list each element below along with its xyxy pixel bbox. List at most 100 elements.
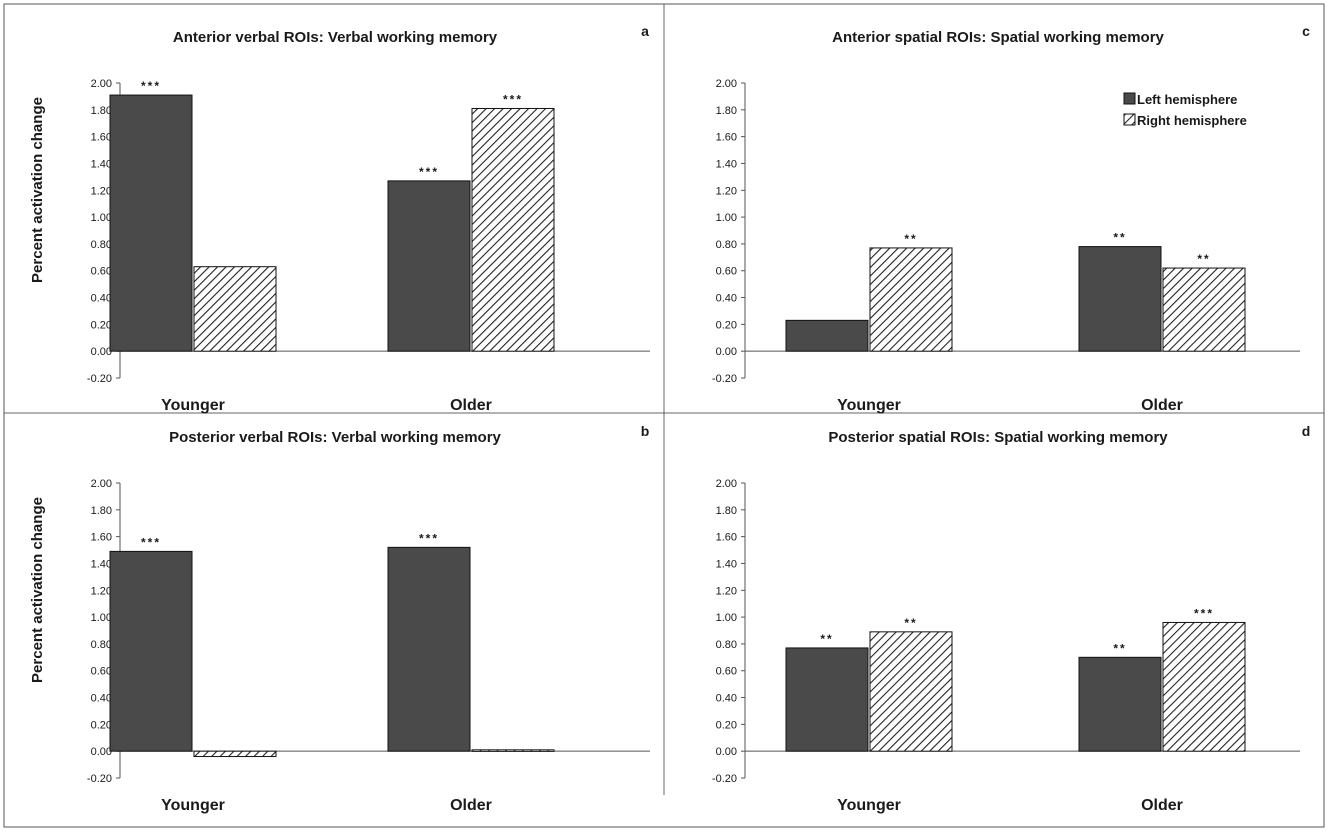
panel-letter: d xyxy=(1302,423,1311,439)
chart-panel-b: Posterior verbal ROIs: Verbal working me… xyxy=(29,423,650,814)
significance-marker: *** xyxy=(419,531,439,545)
y-tick-label: 1.60 xyxy=(716,532,737,544)
bar-left-hemisphere xyxy=(109,94,193,352)
y-tick-label: -0.20 xyxy=(712,773,737,785)
bar-right-hemisphere xyxy=(471,749,555,752)
significance-marker: ** xyxy=(1113,641,1126,655)
bar-left-hemisphere xyxy=(785,319,869,352)
chart-title: Anterior spatial ROIs: Spatial working m… xyxy=(832,29,1164,46)
category-label: Younger xyxy=(161,797,225,814)
bar-right-hemisphere xyxy=(869,247,953,352)
significance-marker: ** xyxy=(820,632,833,646)
y-tick-label: 0.60 xyxy=(716,266,737,278)
panel-letter: b xyxy=(641,423,650,439)
bar-right-hemisphere xyxy=(193,266,277,352)
bar-right-hemisphere xyxy=(1162,621,1246,752)
bar-right-hemisphere xyxy=(1162,267,1246,352)
y-axis-label: Percent activation change xyxy=(29,97,46,283)
y-tick-label: 1.40 xyxy=(716,558,737,570)
y-tick-label: 2.00 xyxy=(716,478,737,490)
chart-panel-a: Anterior verbal ROIs: Verbal working mem… xyxy=(29,23,650,414)
y-tick-label: 1.60 xyxy=(91,132,112,144)
category-label: Younger xyxy=(837,397,901,414)
y-tick-label: 2.00 xyxy=(91,478,112,490)
y-tick-label: 0.20 xyxy=(91,719,112,731)
significance-marker: ** xyxy=(1113,231,1126,245)
panels-group: Anterior verbal ROIs: Verbal working mem… xyxy=(29,23,1310,814)
category-label: Older xyxy=(450,797,492,814)
legend-box xyxy=(1118,87,1308,133)
category-label: Older xyxy=(1141,797,1183,814)
y-tick-label: 1.20 xyxy=(716,585,737,597)
bar-right-hemisphere xyxy=(869,631,953,752)
y-tick-label: 1.40 xyxy=(716,158,737,170)
y-tick-label: 0.60 xyxy=(716,666,737,678)
y-tick-label: 0.40 xyxy=(716,293,737,305)
y-tick-label: 1.40 xyxy=(91,558,112,570)
chart-title: Posterior verbal ROIs: Verbal working me… xyxy=(169,429,501,446)
y-tick-label: 1.80 xyxy=(91,105,112,117)
bar-left-hemisphere xyxy=(1078,246,1162,352)
chart-title: Anterior verbal ROIs: Verbal working mem… xyxy=(173,29,498,46)
legend-label-left: Left hemisphere xyxy=(1137,92,1237,107)
significance-marker: ** xyxy=(904,616,917,630)
y-tick-label: 0.00 xyxy=(91,746,112,758)
bar-left-hemisphere xyxy=(387,546,471,752)
y-tick-label: 0.80 xyxy=(716,639,737,651)
y-tick-label: 0.20 xyxy=(91,319,112,331)
bar-right-hemisphere xyxy=(193,750,277,758)
y-tick-label: 2.00 xyxy=(716,78,737,90)
bar-left-hemisphere xyxy=(109,550,193,752)
y-tick-label: 1.40 xyxy=(91,158,112,170)
y-tick-label: 1.20 xyxy=(91,585,112,597)
y-tick-label: 0.20 xyxy=(716,319,737,331)
y-tick-label: 1.00 xyxy=(91,212,112,224)
category-label: Older xyxy=(450,397,492,414)
y-tick-label: 0.40 xyxy=(716,693,737,705)
y-tick-label: 1.80 xyxy=(91,505,112,517)
y-tick-label: 0.80 xyxy=(91,239,112,251)
y-tick-label: 1.00 xyxy=(716,212,737,224)
chart-title: Posterior spatial ROIs: Spatial working … xyxy=(828,429,1168,446)
significance-marker: *** xyxy=(1194,606,1214,620)
y-tick-label: 1.00 xyxy=(91,612,112,624)
bar-left-hemisphere xyxy=(387,180,471,352)
y-tick-label: 0.80 xyxy=(91,639,112,651)
y-tick-label: 0.40 xyxy=(91,693,112,705)
panel-letter: c xyxy=(1302,23,1310,39)
y-tick-label: 0.40 xyxy=(91,293,112,305)
y-tick-label: 0.00 xyxy=(716,746,737,758)
y-tick-label: 2.00 xyxy=(91,78,112,90)
significance-marker: *** xyxy=(419,165,439,179)
y-tick-label: 0.80 xyxy=(716,239,737,251)
category-label: Younger xyxy=(837,797,901,814)
chart-panel-c: Anterior spatial ROIs: Spatial working m… xyxy=(712,23,1310,414)
chart-panel-d: Posterior spatial ROIs: Spatial working … xyxy=(712,423,1310,814)
y-tick-label: 1.00 xyxy=(716,612,737,624)
y-tick-label: 0.00 xyxy=(716,346,737,358)
y-tick-label: 0.00 xyxy=(91,346,112,358)
bar-left-hemisphere xyxy=(1078,656,1162,752)
bar-left-hemisphere xyxy=(785,647,869,752)
y-tick-label: 1.80 xyxy=(716,105,737,117)
category-label: Younger xyxy=(161,397,225,414)
significance-marker: *** xyxy=(141,79,161,93)
y-tick-label: 1.60 xyxy=(91,532,112,544)
chart-legend: Left hemisphere Right hemisphere xyxy=(1118,87,1308,133)
significance-marker: *** xyxy=(503,92,523,106)
legend-swatch-left xyxy=(1123,92,1136,105)
y-axis-label: Percent activation change xyxy=(29,497,46,683)
significance-marker: ** xyxy=(904,232,917,246)
y-tick-label: 0.20 xyxy=(716,719,737,731)
y-tick-label: 0.60 xyxy=(91,266,112,278)
legend-label-right: Right hemisphere xyxy=(1137,113,1247,128)
y-tick-label: -0.20 xyxy=(712,373,737,385)
bar-right-hemisphere xyxy=(471,107,555,352)
y-tick-label: 1.20 xyxy=(716,185,737,197)
panel-letter: a xyxy=(641,23,649,39)
category-label: Older xyxy=(1141,397,1183,414)
y-tick-label: 1.20 xyxy=(91,185,112,197)
y-tick-label: 0.60 xyxy=(91,666,112,678)
